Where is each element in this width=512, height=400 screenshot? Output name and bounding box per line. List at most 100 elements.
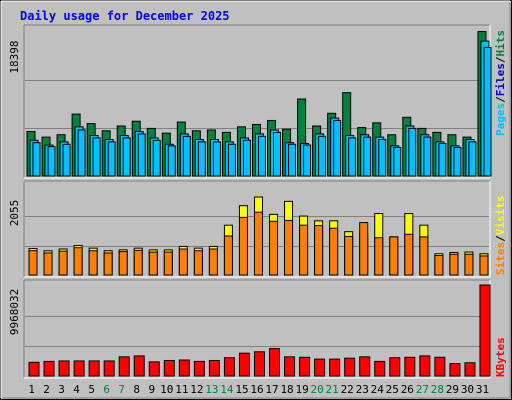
bar-kbytes-day-2 (43, 360, 55, 377)
x-label-day-31: 31 (476, 383, 489, 396)
x-label-day-14: 14 (220, 383, 234, 396)
x-label-day-20: 20 (311, 383, 324, 396)
bar-sites-day-9 (148, 251, 158, 276)
x-label-day-30: 30 (461, 383, 474, 396)
x-label-day-10: 10 (160, 383, 173, 396)
legend-sep-1: / (494, 96, 507, 103)
bar-pages-day-24 (378, 138, 387, 177)
legend-hits-files-pages: Pages/Files/Hits (494, 30, 507, 136)
bar-pages-day-12 (197, 141, 206, 177)
bar-sites-day-5 (88, 250, 98, 276)
bar-pages-day-5 (92, 137, 101, 177)
y-max-label: 9968032 (8, 289, 21, 335)
legend-hits: Hits (494, 30, 507, 57)
bar-pages-day-30 (468, 141, 477, 177)
bar-kbytes-day-25 (389, 357, 401, 377)
x-label-day-18: 18 (280, 383, 293, 396)
bar-kbytes-day-20 (314, 358, 326, 377)
x-label-day-23: 23 (356, 383, 369, 396)
bar-sites-day-3 (58, 250, 68, 276)
bar-kbytes-day-30 (464, 362, 476, 377)
legend-sites: Sites (494, 242, 507, 275)
bar-pages-day-18 (288, 143, 297, 177)
chart-title: Daily usage for December 2025 (20, 9, 230, 23)
bar-pages-day-19 (303, 144, 312, 177)
x-label-day-29: 29 (446, 383, 459, 396)
bar-sites-day-15 (238, 216, 248, 276)
bar-sites-day-1 (28, 250, 38, 276)
bar-sites-day-29 (449, 253, 459, 276)
bar-sites-day-16 (253, 211, 263, 276)
legend-visits: Visits (494, 196, 507, 236)
bar-pages-day-29 (453, 146, 462, 177)
bar-kbytes-day-12 (193, 360, 205, 377)
bar-sites-day-30 (464, 253, 474, 276)
bar-sites-day-22 (344, 235, 354, 276)
bar-kbytes-day-6 (103, 360, 115, 377)
bar-pages-day-11 (182, 135, 191, 177)
bar-sites-day-14 (223, 235, 233, 276)
y-max-label: 2055 (8, 200, 21, 227)
bar-sites-day-21 (329, 227, 339, 276)
bar-sites-day-18 (284, 219, 294, 276)
bar-pages-day-28 (438, 142, 447, 177)
bar-sites-day-26 (404, 233, 414, 276)
bar-sites-day-28 (434, 255, 444, 276)
bar-sites-day-4 (73, 247, 83, 276)
bar-kbytes-day-11 (178, 359, 190, 377)
bar-sites-day-19 (299, 224, 309, 276)
x-label-day-2: 2 (43, 383, 50, 396)
bar-kbytes-day-8 (133, 355, 145, 377)
x-label-day-3: 3 (58, 383, 65, 396)
bar-kbytes-day-10 (163, 359, 175, 377)
bar-pages-day-4 (77, 129, 86, 177)
bar-kbytes-day-15 (238, 352, 250, 377)
visits-sites-panel: 2055 (8, 180, 491, 278)
bar-sites-day-7 (118, 251, 128, 276)
bar-pages-day-1 (32, 142, 41, 177)
bar-kbytes-day-18 (284, 356, 296, 377)
x-label-day-28: 28 (431, 383, 444, 396)
legend-pages: Pages (494, 103, 507, 136)
bar-pages-day-7 (122, 137, 131, 177)
bar-kbytes-day-31 (479, 284, 491, 377)
bar-kbytes-day-17 (269, 348, 281, 377)
x-label-day-24: 24 (371, 383, 385, 396)
x-label-day-19: 19 (295, 383, 308, 396)
bar-kbytes-day-24 (374, 360, 386, 377)
bar-pages-day-17 (273, 131, 282, 177)
bar-sites-day-13 (208, 248, 218, 276)
bar-sites-day-10 (163, 251, 173, 276)
bar-pages-day-9 (152, 139, 161, 177)
x-label-day-22: 22 (341, 383, 354, 396)
bar-sites-day-20 (314, 225, 324, 276)
bar-kbytes-day-9 (148, 361, 160, 377)
x-label-day-11: 11 (175, 383, 188, 396)
bar-pages-day-20 (318, 135, 327, 177)
x-label-day-26: 26 (401, 383, 414, 396)
bar-pages-day-3 (62, 143, 71, 177)
x-label-day-17: 17 (265, 383, 278, 396)
x-label-day-1: 1 (28, 383, 35, 396)
x-label-day-13: 13 (205, 383, 218, 396)
bar-pages-day-10 (167, 145, 176, 177)
hits-files-pages-panel: 18398 (8, 24, 492, 179)
bar-sites-day-24 (374, 237, 384, 276)
x-label-day-12: 12 (190, 383, 203, 396)
bar-pages-day-15 (242, 139, 251, 177)
x-label-day-21: 21 (326, 383, 339, 396)
kbytes-panel: 9968032 (8, 279, 491, 379)
x-label-day-9: 9 (148, 383, 155, 396)
x-label-day-8: 8 (133, 383, 140, 396)
bar-pages-day-2 (47, 146, 56, 177)
bar-kbytes-day-7 (118, 356, 130, 377)
bar-kbytes-day-28 (434, 356, 446, 377)
bar-pages-day-22 (348, 137, 357, 177)
x-label-day-25: 25 (386, 383, 399, 396)
legend-kbytes: KBytes (494, 337, 507, 377)
x-label-day-27: 27 (416, 383, 429, 396)
bar-kbytes-day-5 (88, 360, 100, 377)
bar-sites-day-17 (269, 220, 279, 276)
bar-kbytes-day-13 (208, 359, 220, 377)
